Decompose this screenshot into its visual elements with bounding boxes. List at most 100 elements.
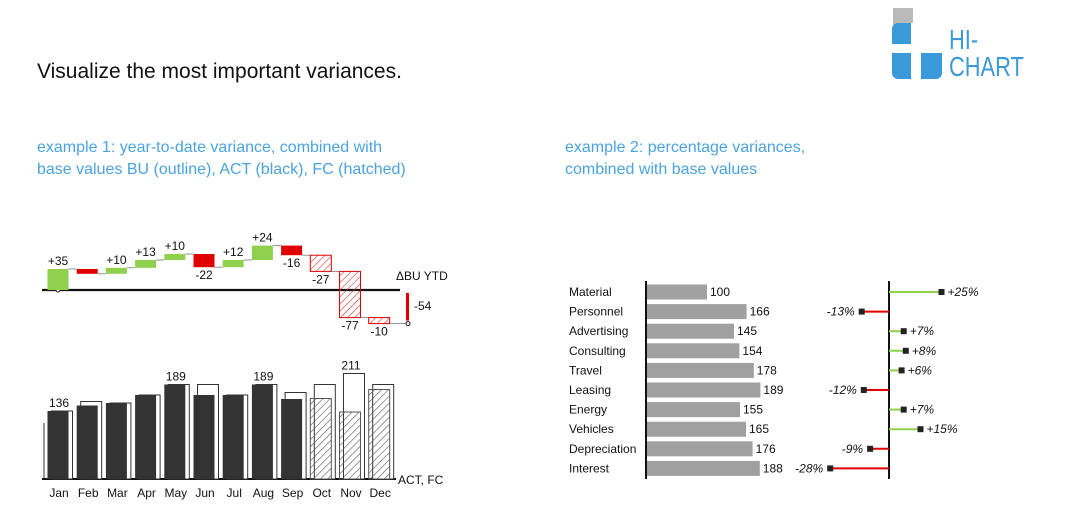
bars-axis-label: ACT, FC [398, 473, 444, 487]
example1-subtitle-line2: base values BU (outline), ACT (black), F… [37, 161, 406, 178]
act-bar-feb [76, 405, 98, 479]
variance-label-leasing: -12% [829, 383, 857, 397]
x-tick-sep: Sep [282, 486, 304, 500]
waterfall-axis-label: ΔBU YTD [396, 269, 448, 283]
variance-marker-personnel [858, 308, 865, 315]
hbar-value-personnel: 166 [750, 305, 770, 319]
act-bar-jan [47, 411, 69, 479]
example2-subtitle-line1: example 2: percentage variances, [565, 139, 806, 156]
waterfall-bar-jun [193, 254, 215, 268]
hbar-vehicles [647, 421, 746, 437]
waterfall-label-jul: +12 [223, 245, 244, 259]
waterfall-label-jun: -22 [195, 268, 213, 282]
variance-label-interest: -28% [795, 461, 823, 475]
waterfall-label-nov: -77 [341, 319, 359, 333]
hbar-interest [647, 460, 760, 476]
waterfall-bar-nov [339, 270, 361, 319]
act-bar-jun [193, 395, 215, 479]
x-tick-jun: Jun [195, 486, 214, 500]
hichart-logo: HI- CHART [889, 6, 1049, 86]
page-headline: Visualize the most important variances. [37, 60, 402, 83]
hbar-leasing [647, 382, 761, 398]
hbar-value-consulting: 154 [742, 344, 762, 358]
example1-subtitle: example 1: year-to-date variance, combin… [37, 137, 406, 181]
variance-marker-material [938, 289, 945, 295]
hbar-value-travel: 178 [757, 363, 777, 377]
variance-marker-interest [827, 465, 834, 472]
example1-subtitle-line1: example 1: year-to-date variance, combin… [37, 139, 383, 156]
waterfall-total-marker [405, 321, 411, 327]
x-tick-jul: Jul [227, 486, 242, 500]
act-bar-aug [251, 384, 273, 479]
example2-subtitle-line2: combined with base values [565, 161, 758, 178]
hichart-logo-icon [892, 8, 942, 79]
waterfall-bar-dec [368, 317, 391, 325]
waterfall-bar-jul [222, 260, 244, 268]
row-label-advertising: Advertising [569, 324, 628, 338]
variance-label-material: +25% [948, 285, 979, 299]
variance-label-consulting: +8% [912, 344, 937, 358]
hbar-value-interest: 188 [763, 461, 783, 475]
hbar-value-energy: 155 [743, 403, 763, 417]
hbar-travel [647, 362, 754, 378]
waterfall-label-may: +10 [165, 239, 186, 253]
act-bar-apr [135, 395, 157, 479]
variance-marker-leasing [860, 387, 867, 393]
fc-bar-oct [309, 398, 332, 480]
x-tick-mar: Mar [107, 486, 128, 500]
variance-label-personnel: -13% [827, 305, 855, 319]
variance-marker-vehicles [917, 426, 924, 433]
waterfall-label-aug: +24 [252, 231, 273, 245]
fc-bar-dec [368, 389, 391, 480]
waterfall-label-dec: -10 [371, 325, 389, 339]
row-label-interest: Interest [569, 461, 610, 475]
variance-label-advertising: +7% [910, 324, 935, 338]
waterfall-bar-may [164, 254, 186, 260]
waterfall-bar-mar [105, 267, 127, 274]
bar-data-label-jan: 136 [49, 396, 69, 410]
x-tick-jan: Jan [49, 486, 68, 500]
waterfall-label-apr: +13 [135, 245, 156, 259]
waterfall-bar-feb [76, 269, 98, 274]
hbar-advertising [647, 323, 734, 339]
example2-subtitle: example 2: percentage variances, combine… [565, 137, 805, 181]
row-label-vehicles: Vehicles [569, 422, 614, 436]
waterfall-total-label: -54 [414, 299, 432, 313]
variance-label-depreciation: -9% [842, 442, 864, 456]
bar-data-label-aug: 189 [253, 370, 273, 384]
bar-data-label-may: 189 [166, 370, 186, 384]
row-label-depreciation: Depreciation [569, 442, 636, 456]
x-tick-nov: Nov [340, 486, 361, 500]
variance-label-energy: +7% [910, 403, 935, 417]
x-tick-dec: Dec [370, 486, 391, 500]
waterfall-bar-aug [251, 245, 273, 260]
row-label-personnel: Personnel [569, 305, 623, 319]
variance-marker-consulting [902, 347, 909, 354]
waterfall-label-jan: +35 [48, 254, 69, 268]
variance-marker-depreciation [867, 445, 874, 452]
hbar-value-depreciation: 176 [756, 442, 776, 456]
x-tick-aug: Aug [253, 486, 274, 500]
variance-marker-energy [900, 406, 907, 413]
variance-label-vehicles: +15% [927, 422, 958, 436]
x-tick-feb: Feb [78, 486, 99, 500]
row-label-consulting: Consulting [569, 344, 626, 358]
row-label-energy: Energy [569, 403, 607, 417]
row-label-leasing: Leasing [569, 383, 611, 397]
waterfall-label-mar: +10 [106, 253, 127, 267]
x-tick-oct: Oct [312, 486, 331, 500]
fc-bar-nov [339, 411, 361, 480]
variance-marker-advertising [900, 328, 907, 335]
hbar-consulting [647, 343, 740, 359]
hbar-personnel [647, 304, 747, 320]
variance-label-travel: +6% [908, 363, 933, 377]
logo-text-line2: CHART [949, 51, 1024, 82]
waterfall-bar-sep [281, 245, 303, 256]
x-tick-apr: Apr [137, 486, 156, 500]
waterfall-label-oct: -27 [312, 272, 330, 286]
act-bar-sep [281, 399, 303, 479]
hbar-energy [647, 402, 740, 418]
waterfall-label-sep: -16 [283, 256, 301, 270]
